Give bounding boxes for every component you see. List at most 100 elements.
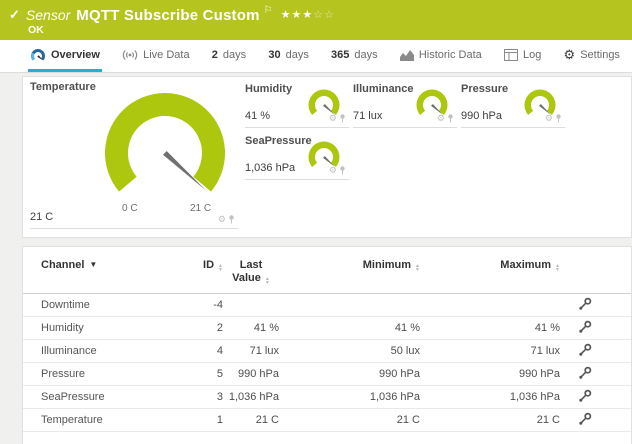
pin-icon[interactable] [339, 166, 346, 175]
gear-icon[interactable]: ⚙ [217, 214, 226, 224]
gauge-cell-pressure: Pressure 990 hPa ⚙ [461, 83, 565, 128]
gauge-cell-illuminance: Illuminance 71 lux ⚙ [353, 83, 457, 128]
gauge-value: 990 hPa [461, 110, 502, 122]
historic-data-icon [399, 49, 414, 61]
priority-rating-stars[interactable]: ★★★☆☆ [281, 9, 335, 21]
tab-label: days [285, 48, 309, 61]
tab-settings[interactable]: ⚙ Settings [562, 40, 622, 72]
tab-bar: Overview Live Data 2 days 30 days 365 da… [0, 40, 632, 73]
channel-settings-icon[interactable] [578, 412, 592, 426]
gauge-value: 41 % [245, 110, 271, 122]
gear-icon[interactable]: ⚙ [328, 113, 337, 123]
gear-icon[interactable]: ⚙ [328, 165, 337, 175]
column-label: ID [203, 259, 215, 271]
column-header-id[interactable]: ID ▲ ▼ [163, 257, 223, 294]
channel-last-value-cell: 21 C [223, 408, 279, 432]
gauge-title: Illuminance [353, 83, 414, 95]
channel-minimum-cell: 990 hPa [279, 362, 420, 386]
channel-id-cell: 1 [163, 408, 223, 432]
tab-historic-data[interactable]: Historic Data [398, 40, 484, 72]
gear-icon[interactable]: ⚙ [544, 113, 553, 123]
empty-stars[interactable]: ☆☆ [313, 9, 335, 21]
channel-name-cell: Downtime [23, 293, 163, 317]
channel-maximum-cell: 41 % [420, 316, 560, 340]
tab-log[interactable]: Log [502, 40, 543, 72]
gauge-value: 21 C [30, 211, 54, 223]
status-badge: OK [28, 24, 44, 36]
tab-number: 2 [211, 48, 218, 61]
tab-2-days[interactable]: 2 days [210, 40, 248, 72]
column-label: Minimum [362, 259, 412, 271]
column-label: Channel [41, 259, 85, 271]
channel-settings-icon[interactable] [578, 366, 592, 380]
priority-flag-icon[interactable]: ⚐ [263, 5, 273, 16]
tab-label: Overview [51, 48, 100, 61]
channel-minimum-cell: 41 % [279, 316, 420, 340]
gauge-needle [163, 151, 206, 191]
column-header-minimum[interactable]: Minimum ▲ ▼ [279, 257, 420, 294]
channel-name-cell: Humidity [23, 316, 163, 340]
gear-icon: ⚙ [563, 46, 576, 62]
column-header-actions [560, 257, 631, 294]
channel-id-cell: 2 [163, 316, 223, 340]
table-row: Humidity 2 41 % 41 % 41 % [23, 316, 631, 340]
tab-label: Log [522, 48, 542, 61]
channels-table: Channel ▼ ID ▲ ▼ Last Value ▲ ▼ Minimum ▲ ▼ Max… [23, 257, 631, 432]
channel-settings-icon[interactable] [578, 389, 592, 403]
pin-icon[interactable] [555, 114, 562, 123]
pin-icon[interactable] [228, 215, 235, 224]
sort-icon[interactable]: ▲ ▼ [218, 263, 223, 273]
sort-icon[interactable]: ▲ ▼ [415, 263, 420, 273]
table-header-row: Channel ▼ ID ▲ ▼ Last Value ▲ ▼ Minimum ▲ ▼ Max… [23, 257, 631, 294]
gauge-cell-seapressure: SeaPressure 1,036 hPa ⚙ [245, 135, 349, 180]
tab-365-days[interactable]: 365 days [329, 40, 380, 72]
gauge-cell-temperature: Temperature 0 C 21 C 21 C ⚙ [30, 81, 238, 229]
gauge-cell-actions: ⚙ [437, 114, 454, 123]
column-header-channel[interactable]: Channel ▼ [23, 257, 163, 294]
gauge-title: Pressure [461, 83, 509, 95]
pin-icon[interactable] [339, 114, 346, 123]
gauges-panel: Temperature 0 C 21 C 21 C ⚙ Humidity 41 … [22, 76, 632, 238]
gauge-title: Temperature [30, 81, 96, 93]
tab-label: Historic Data [418, 48, 482, 61]
log-icon [503, 48, 518, 61]
sort-icon[interactable]: ▲ ▼ [264, 276, 270, 286]
channel-name-cell: Illuminance [23, 339, 163, 363]
page-title: MQTT Subscribe Custom [76, 7, 260, 24]
sort-direction-icon: ▼ [89, 260, 98, 269]
sensor-kind-label: Sensor [25, 7, 71, 23]
channel-id-cell: -4 [163, 293, 223, 317]
column-header-last-value[interactable]: Last Value ▲ ▼ [223, 257, 279, 294]
gauge-value: 1,036 hPa [245, 162, 296, 174]
channel-last-value-cell: 41 % [223, 316, 279, 340]
channel-settings-icon[interactable] [578, 343, 592, 357]
column-label: Last [239, 259, 263, 271]
pin-icon[interactable] [447, 114, 454, 123]
channel-id-cell: 5 [163, 362, 223, 386]
filled-stars[interactable]: ★★★ [280, 9, 314, 21]
channel-maximum-cell [420, 293, 560, 317]
gauge-title: Humidity [245, 83, 293, 95]
gauge-cell-actions: ⚙ [218, 215, 235, 224]
table-row: Illuminance 4 71 lux 50 lux 71 lux [23, 339, 631, 363]
channel-settings-icon[interactable] [578, 297, 592, 311]
channel-settings-icon[interactable] [578, 320, 592, 334]
column-label: Maximum [500, 259, 552, 271]
tab-overview[interactable]: Overview [28, 40, 102, 72]
gear-icon[interactable]: ⚙ [436, 113, 445, 123]
table-row: Pressure 5 990 hPa 990 hPa 990 hPa [23, 362, 631, 386]
gauge-needle [539, 104, 551, 115]
tab-label: days [354, 48, 378, 61]
channel-last-value-cell: 1,036 hPa [223, 385, 279, 409]
sort-icon[interactable]: ▲ ▼ [555, 263, 560, 273]
tab-30-days[interactable]: 30 days [266, 40, 311, 72]
tab-live-data[interactable]: Live Data [120, 40, 191, 72]
column-header-maximum[interactable]: Maximum ▲ ▼ [420, 257, 560, 294]
illuminance-gauge [416, 89, 448, 115]
live-data-icon [122, 49, 138, 60]
channel-last-value-cell: 990 hPa [223, 362, 279, 386]
channel-maximum-cell: 1,036 hPa [420, 385, 560, 409]
channel-maximum-cell: 71 lux [420, 339, 560, 363]
gauge-needle [323, 156, 335, 167]
gauge-cell-actions: ⚙ [329, 166, 346, 175]
